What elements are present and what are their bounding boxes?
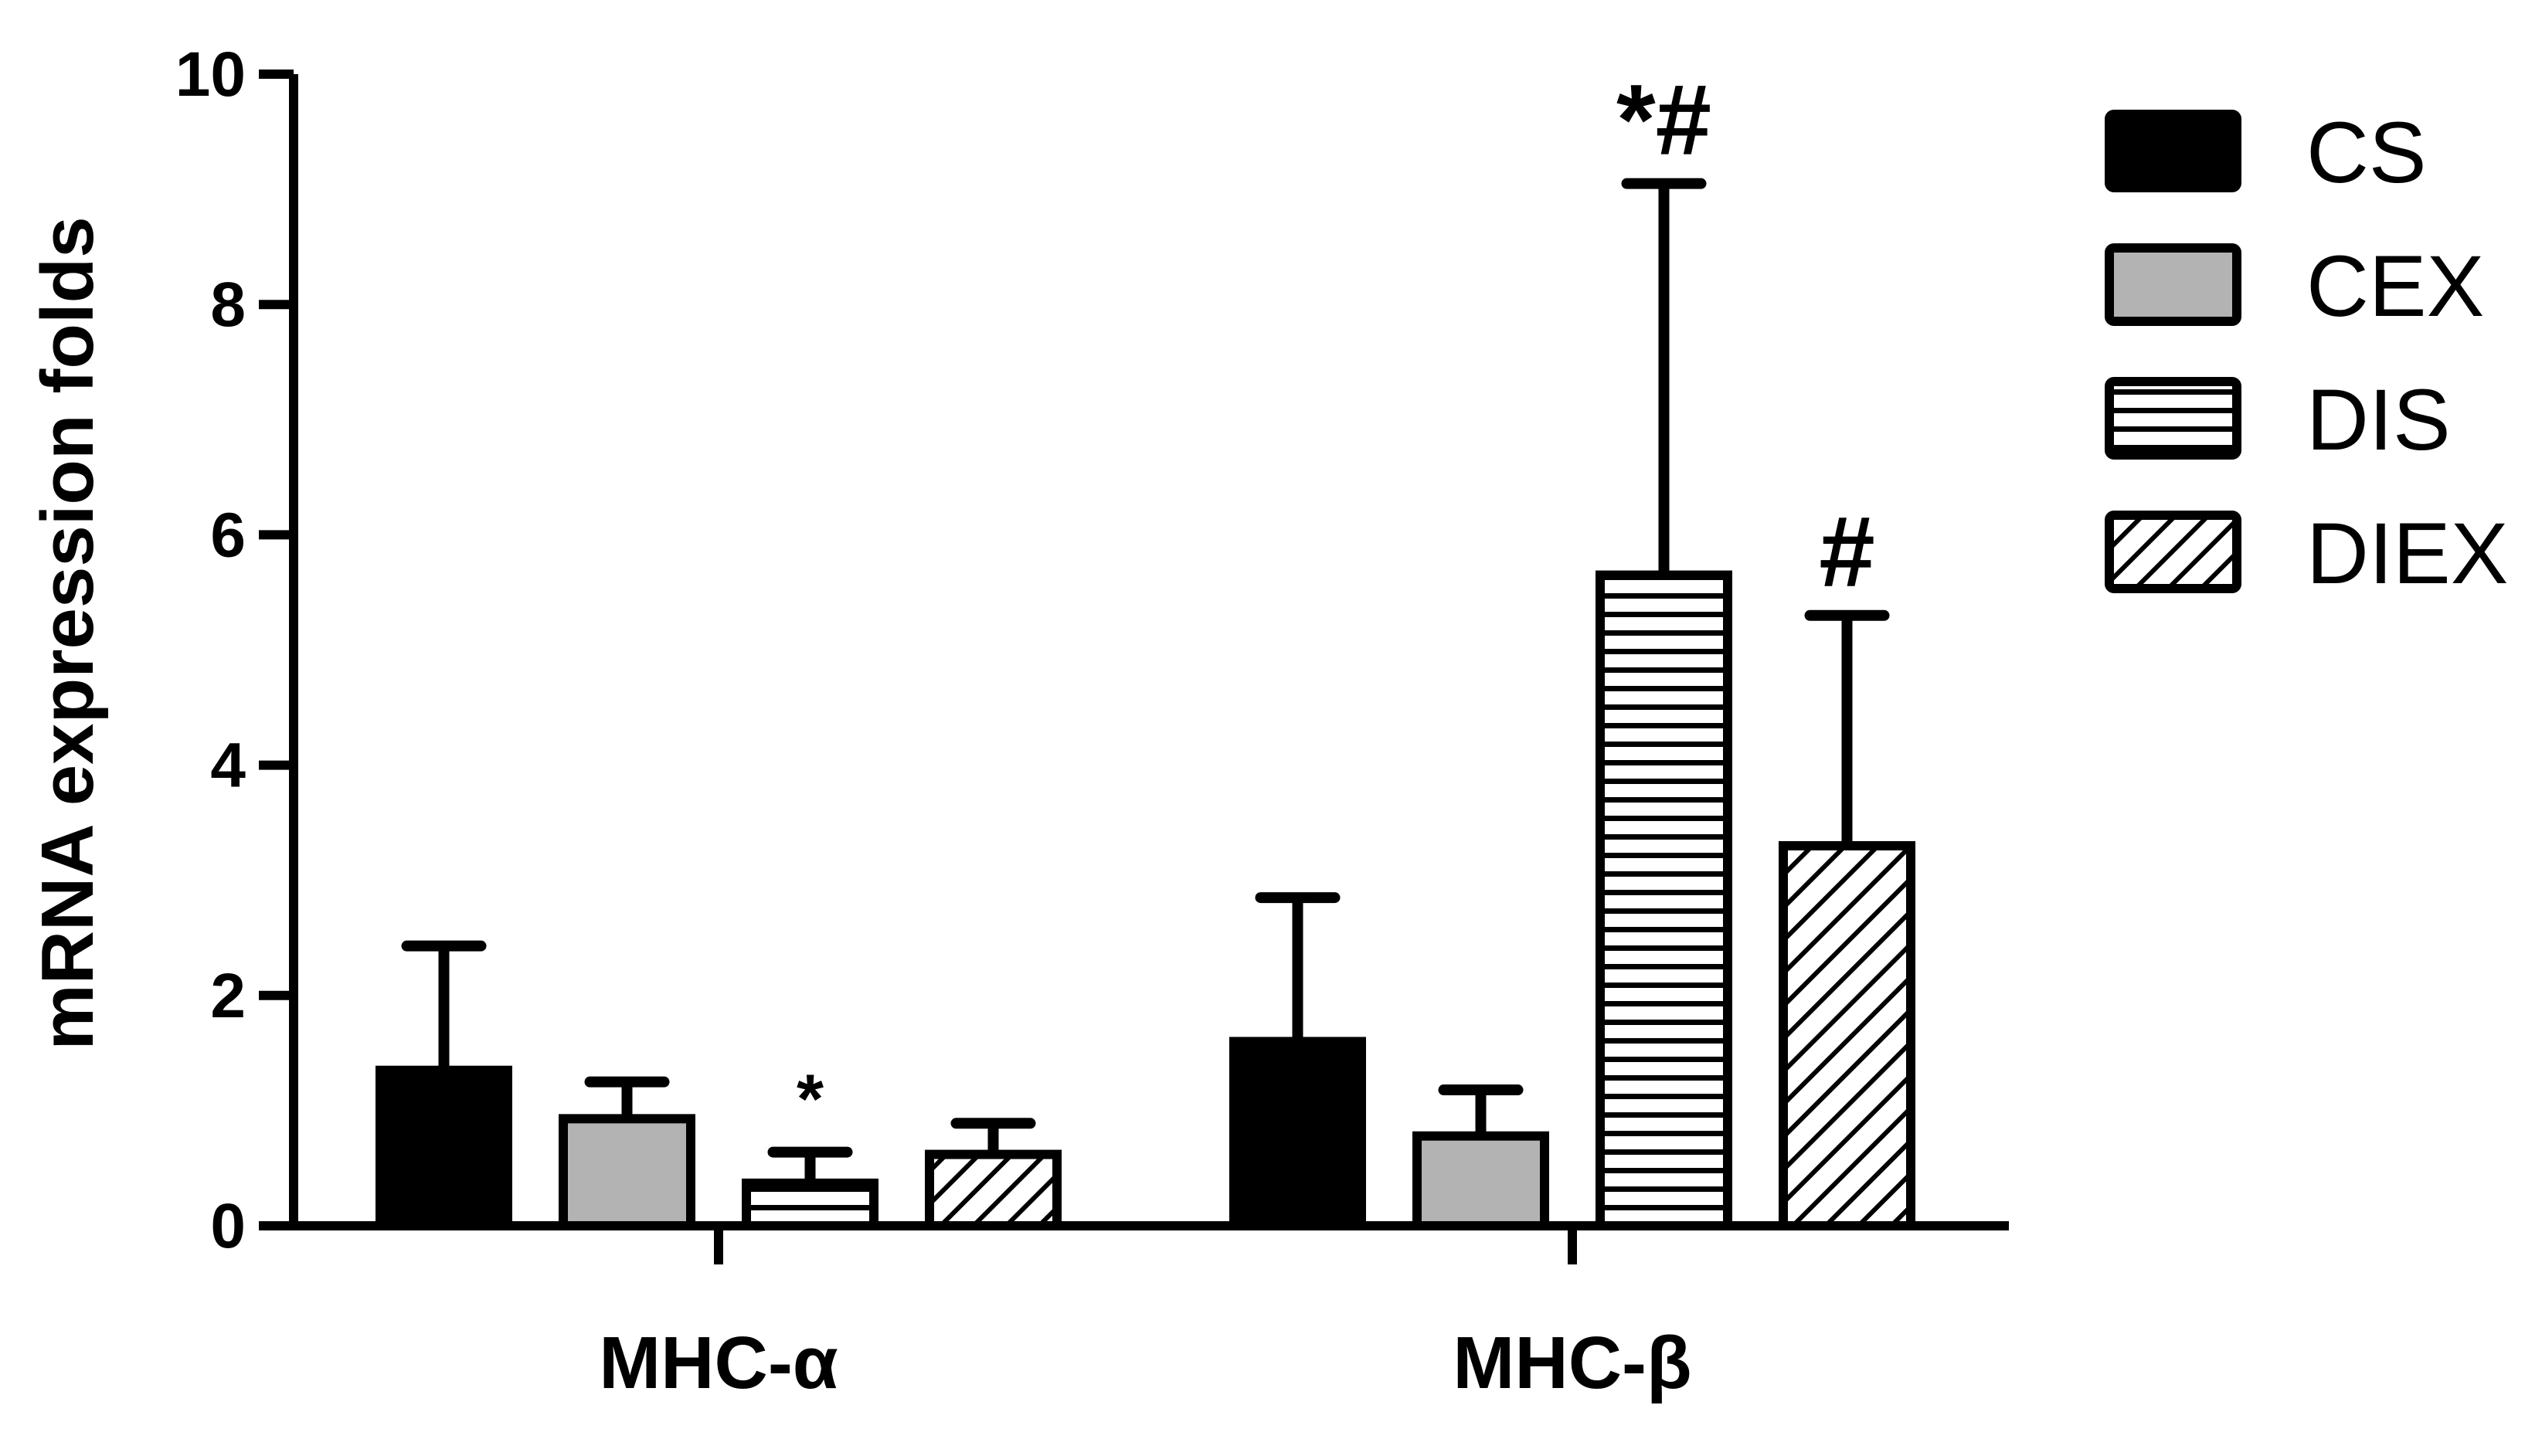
bar-diex bbox=[925, 1149, 1062, 1230]
bar-dis bbox=[742, 1178, 878, 1231]
y-tick-label: 0 bbox=[210, 1191, 246, 1261]
y-tick-label: 8 bbox=[210, 270, 246, 340]
legend-label: DIS bbox=[2306, 372, 2451, 468]
legend-swatch-cex bbox=[2105, 243, 2241, 326]
bar-cs bbox=[1229, 1037, 1366, 1230]
bar-dis bbox=[1596, 570, 1732, 1230]
x-category-label: MHC-β bbox=[1453, 1322, 1691, 1404]
significance-marker: * bbox=[797, 1061, 824, 1139]
legend-label: DIEX bbox=[2306, 505, 2508, 602]
legend-swatch-cs bbox=[2105, 110, 2241, 192]
bar-cex bbox=[559, 1114, 695, 1231]
legend-label: CS bbox=[2306, 104, 2427, 201]
legend-label: CEX bbox=[2306, 238, 2484, 334]
y-axis-title: mRNA expression folds bbox=[26, 216, 109, 1050]
bar-cex bbox=[1412, 1131, 1549, 1231]
significance-marker: # bbox=[1819, 495, 1874, 608]
significance-marker: *# bbox=[1616, 63, 1711, 176]
legend-swatch-dis bbox=[2105, 377, 2241, 460]
bar-cs bbox=[376, 1065, 512, 1230]
y-tick-label: 6 bbox=[210, 500, 246, 570]
x-category-label: MHC-α bbox=[599, 1322, 838, 1404]
y-tick-label: 2 bbox=[210, 961, 246, 1031]
bar-diex bbox=[1779, 840, 1915, 1230]
legend-swatch-diex bbox=[2105, 511, 2241, 593]
y-tick-label: 4 bbox=[210, 731, 246, 801]
y-tick-label: 10 bbox=[175, 39, 246, 110]
